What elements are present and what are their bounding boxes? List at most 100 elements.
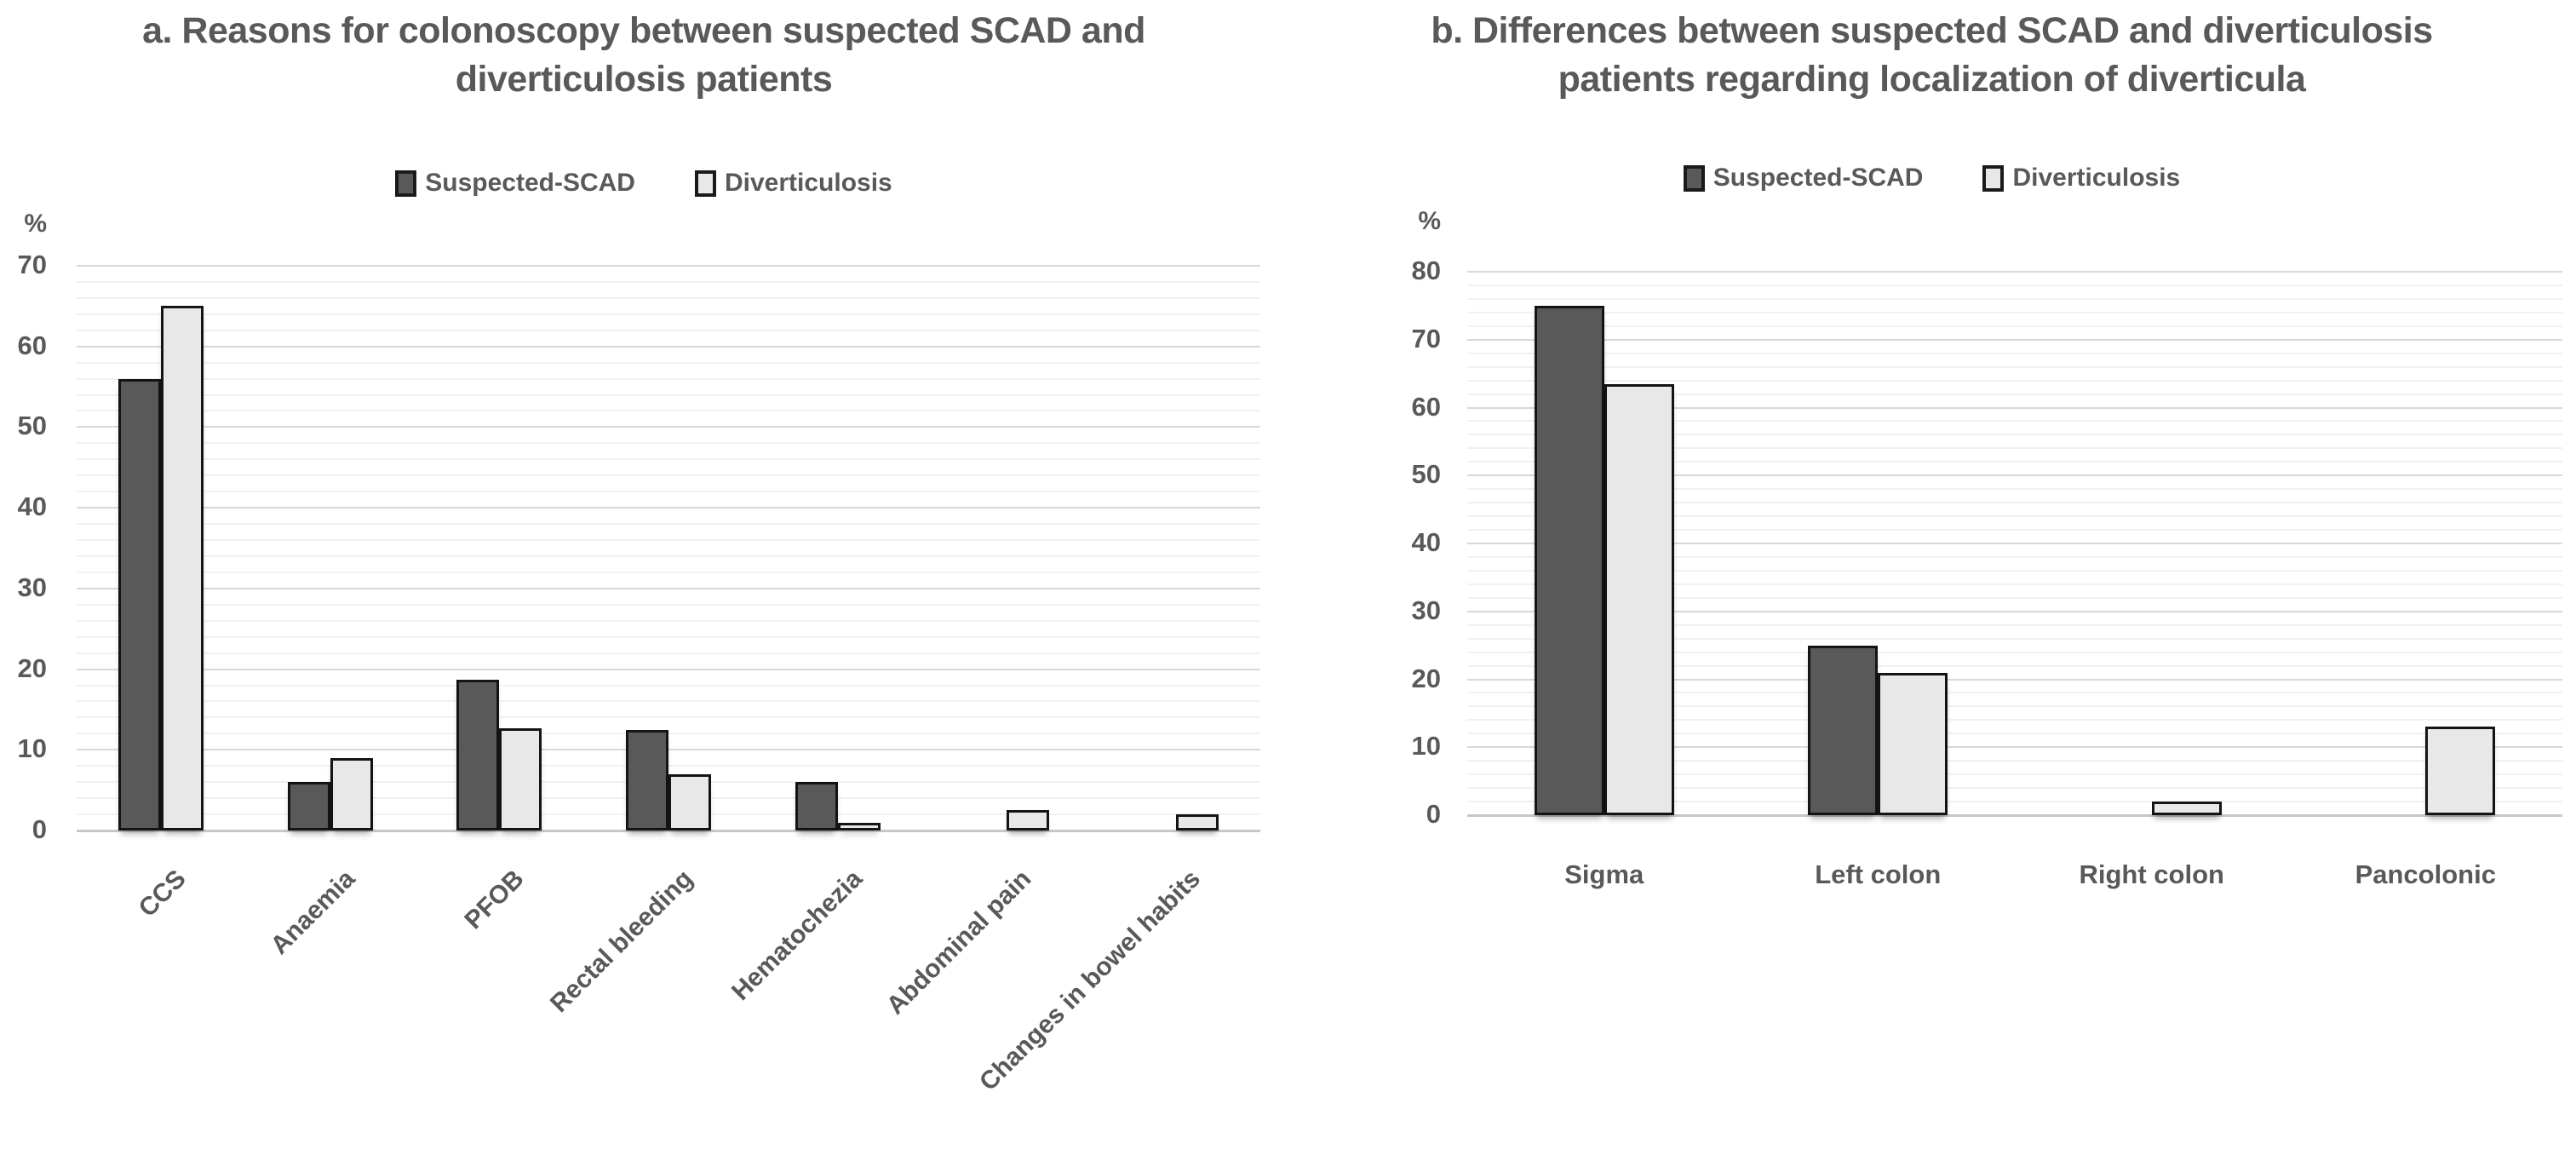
chart-a-plot-area	[77, 265, 1260, 832]
y-tick-label: 30	[1411, 595, 1441, 625]
gridline-minor	[1467, 583, 2562, 585]
x-category-label: Sigma	[1564, 859, 1644, 889]
gridline-minor	[1467, 297, 2562, 300]
y-tick-label: 10	[17, 733, 47, 764]
legend-label-suspected-scad: Suspected-SCAD	[425, 169, 635, 197]
gridline-minor	[77, 635, 1260, 638]
gridline-minor	[1467, 352, 2562, 354]
gridline-minor	[77, 619, 1260, 622]
gridline-major	[77, 265, 1260, 267]
x-axis-line	[1467, 814, 2562, 817]
gridline-major	[1467, 543, 2562, 544]
y-tick-label: 40	[1411, 527, 1441, 557]
chart-a-title: a. Reasons for colonoscopy between suspe…	[0, 7, 1288, 104]
bar-diverticulosis	[837, 823, 881, 831]
x-category-label: Hematochezia	[726, 865, 868, 1006]
y-tick-label: 70	[17, 250, 47, 279]
y-tick-label: 50	[1411, 459, 1441, 490]
gridline-major	[1467, 271, 2562, 273]
gridline-minor	[77, 684, 1260, 687]
gridline-minor	[1467, 434, 2562, 436]
gridline-minor	[1467, 733, 2562, 735]
chart-a-reasons-for-colonoscopy: a. Reasons for colonoscopy between suspe…	[0, 7, 1288, 1096]
bar-diverticulosis	[1007, 810, 1050, 831]
bar-diverticulosis	[2425, 727, 2496, 815]
y-axis-unit-label: %	[1418, 207, 1441, 235]
y-tick-label: 60	[1411, 391, 1441, 422]
gridline-minor	[1467, 284, 2562, 286]
gridline-minor	[1467, 569, 2562, 572]
gridline-minor	[77, 280, 1260, 283]
gridline-minor	[77, 410, 1260, 412]
bar-suspected-scad	[626, 730, 668, 831]
gridline-minor	[1467, 596, 2562, 599]
gridline-minor	[77, 394, 1260, 396]
legend-swatch-diverticulosis	[1982, 164, 2005, 192]
legend-swatch-diverticulosis	[694, 170, 716, 197]
legend-item-suspected-scad: Suspected-SCAD	[395, 169, 635, 198]
legend-label-suspected-scad: Suspected-SCAD	[1713, 164, 1924, 192]
gridline-minor	[77, 458, 1260, 461]
bar-diverticulosis	[161, 306, 204, 831]
gridline-minor	[1467, 760, 2562, 762]
gridline-minor	[1467, 801, 2562, 803]
bar-diverticulosis	[2151, 802, 2222, 815]
gridline-minor	[77, 539, 1260, 542]
gridline-minor	[77, 765, 1260, 767]
gridline-minor	[1467, 705, 2562, 708]
gridline-minor	[1467, 637, 2562, 640]
chart-b-title: b. Differences between suspected SCAD an…	[1288, 7, 2576, 104]
x-axis-line	[77, 830, 1260, 832]
gridline-major	[1467, 746, 2562, 749]
gridline-minor	[1467, 420, 2562, 422]
x-category-label: Left colon	[1815, 859, 1942, 889]
bar-suspected-scad	[456, 680, 500, 831]
gridline-minor	[1467, 529, 2562, 532]
gridline-minor	[77, 700, 1260, 703]
x-category-label: Rectal bleeding	[545, 865, 699, 1019]
gridline-minor	[77, 491, 1260, 493]
y-tick-label: 40	[17, 491, 47, 522]
gridline-major	[1467, 474, 2562, 477]
gridline-major	[77, 587, 1260, 589]
gridline-minor	[77, 296, 1260, 299]
gridline-minor	[1467, 379, 2562, 382]
gridline-minor	[1467, 447, 2562, 450]
x-category-label: Anaemia	[265, 865, 361, 960]
gridline-major	[77, 507, 1260, 509]
gridline-minor	[77, 555, 1260, 557]
gridline-minor	[1467, 325, 2562, 327]
y-tick-label: 70	[1411, 323, 1441, 353]
gridline-minor	[1467, 515, 2562, 518]
gridline-minor	[77, 442, 1260, 445]
y-tick-label: 0	[32, 814, 47, 844]
gridline-major	[1467, 338, 2562, 341]
chart-a-legend: Suspected-SCAD Diverticulosis	[0, 169, 1288, 198]
gridline-minor	[1467, 692, 2562, 694]
gridline-minor	[1467, 488, 2562, 491]
x-category-label: Right colon	[2079, 859, 2224, 889]
gridline-minor	[1467, 311, 2562, 313]
legend-swatch-suspected-scad	[395, 170, 417, 197]
bar-suspected-scad	[795, 782, 838, 831]
y-tick-label: 50	[17, 411, 47, 441]
gridline-minor	[77, 716, 1260, 719]
x-category-label: CCS	[133, 865, 192, 923]
gridline-major	[1467, 406, 2562, 409]
bar-suspected-scad	[1808, 646, 1879, 815]
gridline-major	[77, 668, 1260, 670]
x-category-label: PFOB	[459, 865, 530, 935]
gridline-minor	[77, 652, 1260, 654]
gridline-minor	[1467, 393, 2562, 395]
legend-item-diverticulosis: Diverticulosis	[694, 169, 892, 198]
gridline-minor	[77, 361, 1260, 364]
bar-diverticulosis	[330, 758, 373, 831]
gridline-minor	[77, 523, 1260, 526]
legend-swatch-suspected-scad	[1683, 164, 1705, 192]
gridline-major	[1467, 678, 2562, 681]
chart-a-title-line1: a. Reasons for colonoscopy between suspe…	[142, 10, 1145, 51]
gridline-minor	[77, 733, 1260, 735]
bar-suspected-scad	[118, 379, 162, 831]
y-tick-label: 80	[1411, 256, 1441, 285]
